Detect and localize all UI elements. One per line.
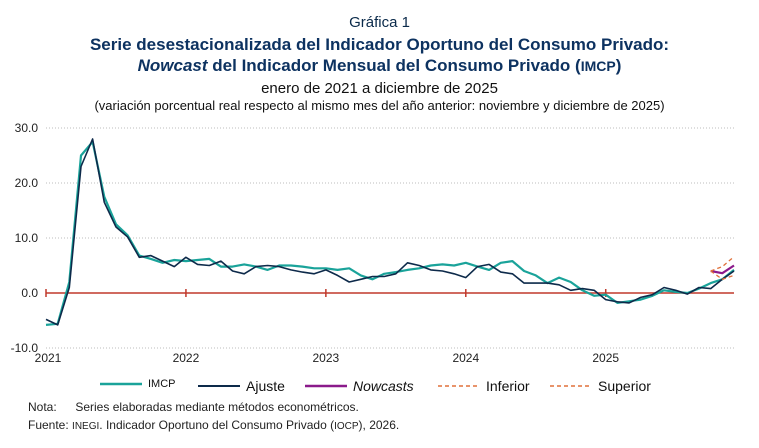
- chart-period: enero de 2021 a diciembre de 2025: [261, 80, 498, 97]
- legend-swatch-nowcasts: [305, 384, 347, 388]
- y-tick-label: -10.0: [11, 341, 39, 355]
- legend-label-inferior: Inferior: [486, 378, 530, 394]
- y-tick-label: 10.0: [15, 231, 39, 245]
- x-tick-label: 2022: [173, 351, 200, 365]
- chart-legend: IMCP Ajuste Nowcasts Inferior Superior: [0, 378, 759, 398]
- x-tick-label: 2024: [452, 351, 479, 365]
- chart-title-line-1: Serie desestacionalizada del Indicador O…: [89, 35, 670, 54]
- chart-title-nowcast-word: Nowcast: [137, 56, 208, 75]
- legend-swatch-ajuste: [198, 385, 240, 387]
- legend-swatch-imcp: [100, 382, 142, 386]
- legend-item-nowcasts: Nowcasts: [305, 378, 414, 394]
- grid-lines: [46, 127, 734, 349]
- legend-item-inferior: Inferior: [438, 378, 530, 394]
- legend-item-superior: Superior: [550, 378, 651, 394]
- footnote-fuente-org: INEGI: [72, 421, 100, 432]
- footnote-fuente-text-a: . Indicador Oportuno del Consumo Privado…: [99, 418, 335, 432]
- legend-swatch-superior: [550, 385, 592, 387]
- legend-item-ajuste: Ajuste: [198, 378, 285, 394]
- chart-units-note: (variación porcentual real respecto al m…: [94, 98, 665, 113]
- x-tick-label: 2023: [313, 351, 340, 365]
- legend-label-ajuste: Ajuste: [246, 378, 285, 394]
- chart-title-abbr: IMCP: [580, 58, 616, 74]
- legend-swatch-inferior: [438, 385, 480, 387]
- x-tick-label: 2025: [592, 351, 619, 365]
- footnote-fuente-text-b: ), 2026.: [358, 418, 400, 432]
- legend-label-imcp: IMCP: [148, 378, 176, 390]
- legend-item-imcp: IMCP: [100, 378, 176, 390]
- x-tick-label: 2021: [35, 351, 62, 365]
- y-tick-label: 20.0: [15, 176, 39, 190]
- chart-figure-label: Gráfica 1: [349, 14, 410, 31]
- series-line-imcp: [45, 140, 735, 326]
- series-lines: [45, 138, 735, 326]
- footnote-fuente-abbr: IOCP: [334, 421, 359, 432]
- footnote-nota-label: Nota:: [28, 400, 57, 414]
- legend-label-nowcasts: Nowcasts: [353, 378, 414, 394]
- footnote-nota-text: Series elaboradas mediante métodos econo…: [75, 400, 359, 414]
- chart-title-line-2-text: del Indicador Mensual del Consumo Privad…: [207, 56, 581, 75]
- y-tick-label: 30.0: [15, 121, 39, 135]
- footnote-fuente-label: Fuente:: [28, 418, 69, 432]
- series-line-ajuste: [45, 138, 735, 326]
- series-line-superior: [710, 256, 735, 272]
- series-line-inferior: [710, 270, 735, 280]
- chart-title-line-2: Nowcast del Indicador Mensual del Consum…: [0, 56, 759, 76]
- chart-title-close: ): [615, 56, 622, 75]
- y-tick-label: 0.0: [21, 286, 38, 300]
- footnote-fuente: Fuente: INEGI. Indicador Oportuno del Co…: [28, 418, 399, 432]
- series-line-nowcasts: [710, 264, 735, 275]
- legend-label-superior: Superior: [598, 378, 651, 394]
- footnote-nota: Nota: Series elaboradas mediante métodos…: [28, 400, 359, 414]
